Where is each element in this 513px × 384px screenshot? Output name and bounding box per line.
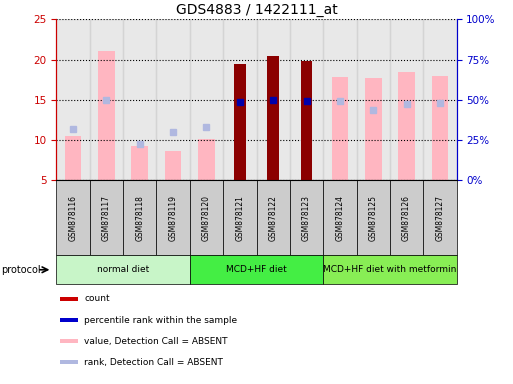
Text: GSM878127: GSM878127	[436, 195, 444, 241]
Bar	[331, 77, 348, 180]
Bar	[267, 56, 279, 180]
Text: MCD+HF diet: MCD+HF diet	[226, 265, 287, 274]
Bar	[56, 255, 190, 284]
Bar	[61, 297, 78, 301]
Text: GSM878120: GSM878120	[202, 195, 211, 241]
Text: value, Detection Call = ABSENT: value, Detection Call = ABSENT	[85, 337, 228, 346]
Bar	[156, 19, 190, 180]
Bar	[190, 19, 223, 180]
Bar	[431, 76, 448, 180]
Bar	[390, 19, 423, 180]
Text: GSM878121: GSM878121	[235, 195, 244, 241]
Bar	[56, 180, 90, 255]
Bar	[131, 146, 148, 180]
Text: normal diet: normal diet	[97, 265, 149, 274]
Text: GSM878125: GSM878125	[369, 195, 378, 241]
Bar	[65, 136, 82, 180]
Bar	[123, 180, 156, 255]
Bar	[365, 78, 382, 180]
Bar	[61, 339, 78, 343]
Text: count: count	[85, 295, 110, 303]
Text: GSM878126: GSM878126	[402, 195, 411, 241]
Bar	[190, 180, 223, 255]
Bar	[323, 255, 457, 284]
Bar	[357, 180, 390, 255]
Bar	[156, 180, 190, 255]
Text: GSM878123: GSM878123	[302, 195, 311, 241]
Bar	[223, 180, 256, 255]
Bar	[165, 151, 182, 180]
Bar	[234, 64, 246, 180]
Text: GSM878118: GSM878118	[135, 195, 144, 241]
Bar	[256, 180, 290, 255]
Bar	[423, 19, 457, 180]
Bar	[357, 19, 390, 180]
Bar	[423, 180, 457, 255]
Text: protocol: protocol	[1, 265, 41, 275]
Text: GSM878119: GSM878119	[169, 195, 177, 241]
Bar	[223, 19, 256, 180]
Bar	[398, 73, 415, 180]
Bar	[323, 19, 357, 180]
Bar	[290, 180, 323, 255]
Bar	[61, 361, 78, 364]
Bar	[390, 180, 423, 255]
Bar	[190, 255, 323, 284]
Text: MCD+HF diet with metformin: MCD+HF diet with metformin	[323, 265, 457, 274]
Bar	[90, 19, 123, 180]
Bar	[56, 19, 90, 180]
Bar	[98, 51, 115, 180]
Text: GSM878124: GSM878124	[336, 195, 344, 241]
Bar	[290, 19, 323, 180]
Text: GSM878116: GSM878116	[69, 195, 77, 241]
Bar	[123, 19, 156, 180]
Bar	[61, 318, 78, 322]
Bar	[301, 61, 312, 180]
Bar	[256, 19, 290, 180]
Text: GSM878122: GSM878122	[269, 195, 278, 241]
Text: percentile rank within the sample: percentile rank within the sample	[85, 316, 238, 324]
Title: GDS4883 / 1422111_at: GDS4883 / 1422111_at	[175, 3, 338, 17]
Text: GSM878117: GSM878117	[102, 195, 111, 241]
Bar	[323, 180, 357, 255]
Text: rank, Detection Call = ABSENT: rank, Detection Call = ABSENT	[85, 358, 223, 367]
Bar	[198, 139, 215, 180]
Bar	[90, 180, 123, 255]
